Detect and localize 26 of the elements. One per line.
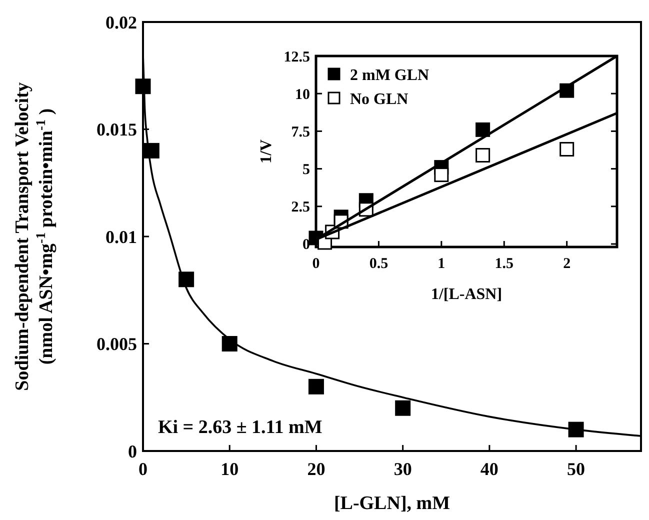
x-axis-title: [L-GLN], mM [334,493,450,514]
y-tick-label: 5 [302,162,310,178]
y-axis-title: 1/V [258,139,275,164]
x-tick-label: 20 [307,459,326,479]
x-tick-label: 10 [220,459,239,479]
legend-label: No GLN [350,91,409,108]
y-tick-label: 0.01 [106,226,137,247]
legend-label: 2 mM GLN [350,67,430,84]
annotation: Ki = 2.63 ± 1.11 mM [158,417,322,438]
y-tick-label: 0.015 [96,120,137,140]
x-tick-label: 50 [567,459,586,479]
y-tick-label: 0.005 [96,334,137,354]
y-tick-label: 0 [128,441,137,462]
y-tick-label: 12.5 [284,49,310,66]
y-tick-label: 0.02 [106,12,137,32]
y-tick-label: 0 [302,237,310,254]
x-tick-label: 40 [480,459,498,479]
x-tick-label: 0.5 [369,256,388,272]
y-tick-label: 2.5 [291,200,310,216]
x-axis-title: 1/[L-ASN] [430,286,502,303]
x-tick-label: 1.5 [494,256,514,272]
y-tick-label: 10 [295,86,310,103]
x-tick-label: 2 [563,256,571,272]
y-tick-label: 7.5 [291,124,310,140]
x-tick-label: 1 [438,256,446,272]
x-tick-label: 30 [394,459,412,479]
